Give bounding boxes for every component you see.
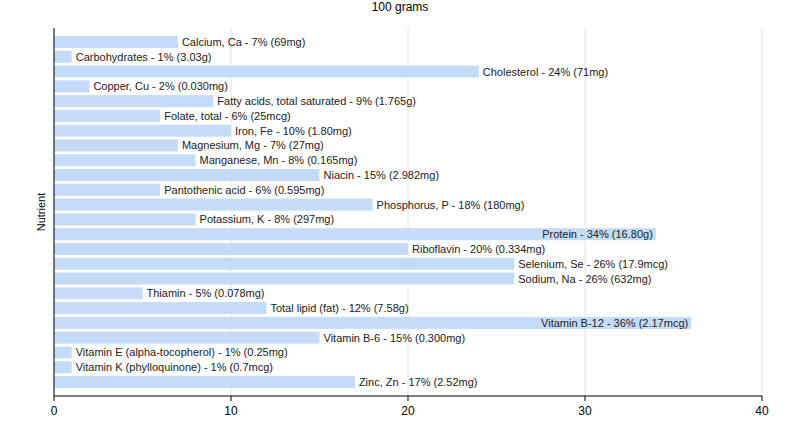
bar-label: Iron, Fe - 10% (1.80mg) (235, 125, 352, 137)
bar-label: Zinc, Zn - 17% (2.52mg) (359, 376, 478, 388)
bar-label: Thiamin - 5% (0.078mg) (147, 287, 265, 299)
tick (585, 396, 586, 401)
bar (54, 287, 143, 299)
bar (54, 273, 514, 285)
bar (54, 258, 514, 270)
bar-label: Potassium, K - 8% (297mg) (200, 213, 335, 225)
bar (54, 51, 72, 63)
bar (54, 80, 89, 92)
tick (408, 396, 409, 401)
chart: Calcium, Ca - 7% (69mg) Carbohydrates - 1… (0, 0, 800, 425)
bar-label: Fatty acids, total saturated - 9% (1.765… (217, 95, 416, 107)
bar-label: Riboflavin - 20% (0.334mg) (412, 243, 545, 255)
bar (54, 36, 178, 48)
bar (54, 154, 196, 166)
y-axis (54, 28, 55, 396)
bar (54, 125, 231, 137)
bar-label: Vitamin K (phylloquinone) - 1% (0.7mcg) (76, 361, 273, 373)
bar (54, 66, 479, 78)
axis-label: Nutrient (35, 193, 47, 232)
bar-label: Cholesterol - 24% (71mg) (483, 66, 608, 78)
bar-label: Calcium, Ca - 7% (69mg) (182, 36, 305, 48)
bar (54, 95, 213, 107)
bars (54, 36, 691, 388)
title: 100 grams (372, 0, 429, 14)
tick (231, 396, 232, 401)
tick-label: 30 (578, 404, 592, 418)
bar (54, 228, 656, 240)
bar-label: Niacin - 15% (2.982mg) (324, 169, 440, 181)
bar (54, 110, 160, 122)
bar-label: Protein - 34% (16.80g) (542, 228, 653, 240)
bar-label: Manganese, Mn - 8% (0.165mg) (200, 154, 358, 166)
bar-label: Pantothenic acid - 6% (0.595mg) (164, 184, 324, 196)
bar-label: Magnesium, Mg - 7% (27mg) (182, 139, 324, 151)
bar (54, 302, 266, 314)
grid-line (585, 28, 586, 396)
bar (54, 376, 355, 388)
bar (54, 346, 72, 358)
bar (54, 169, 320, 181)
bar-label: Folate, total - 6% (25mcg) (164, 110, 291, 122)
bar (54, 199, 373, 211)
bar-label: Total lipid (fat) - 12% (7.58g) (270, 302, 408, 314)
bar-label: Vitamin E (alpha-tocopherol) - 1% (0.25m… (76, 346, 288, 358)
grid-line (54, 28, 55, 396)
bar (54, 317, 691, 329)
bar (54, 361, 72, 373)
bar-label: Carbohydrates - 1% (3.03g) (76, 51, 212, 63)
bar-label: Vitamin B-12 - 36% (2.17mcg) (541, 317, 688, 329)
tick (762, 396, 763, 401)
grid-line (762, 28, 763, 396)
bar (54, 213, 196, 225)
bar-label: Copper, Cu - 2% (0.030mg) (93, 80, 228, 92)
bar-label: Selenium, Se - 26% (17.9mcg) (518, 258, 668, 270)
bar (54, 332, 320, 344)
tick-label: 0 (51, 404, 58, 418)
bar-label: Vitamin B-6 - 15% (0.300mg) (324, 332, 466, 344)
bar (54, 243, 408, 255)
bar-label: Sodium, Na - 26% (632mg) (518, 273, 651, 285)
bar-label: Phosphorus, P - 18% (180mg) (377, 199, 525, 211)
tick-label: 10 (224, 404, 238, 418)
tick-label: 20 (401, 404, 415, 418)
tick (54, 396, 55, 401)
bar (54, 184, 160, 196)
tick-label: 40 (755, 404, 769, 418)
bar (54, 139, 178, 151)
